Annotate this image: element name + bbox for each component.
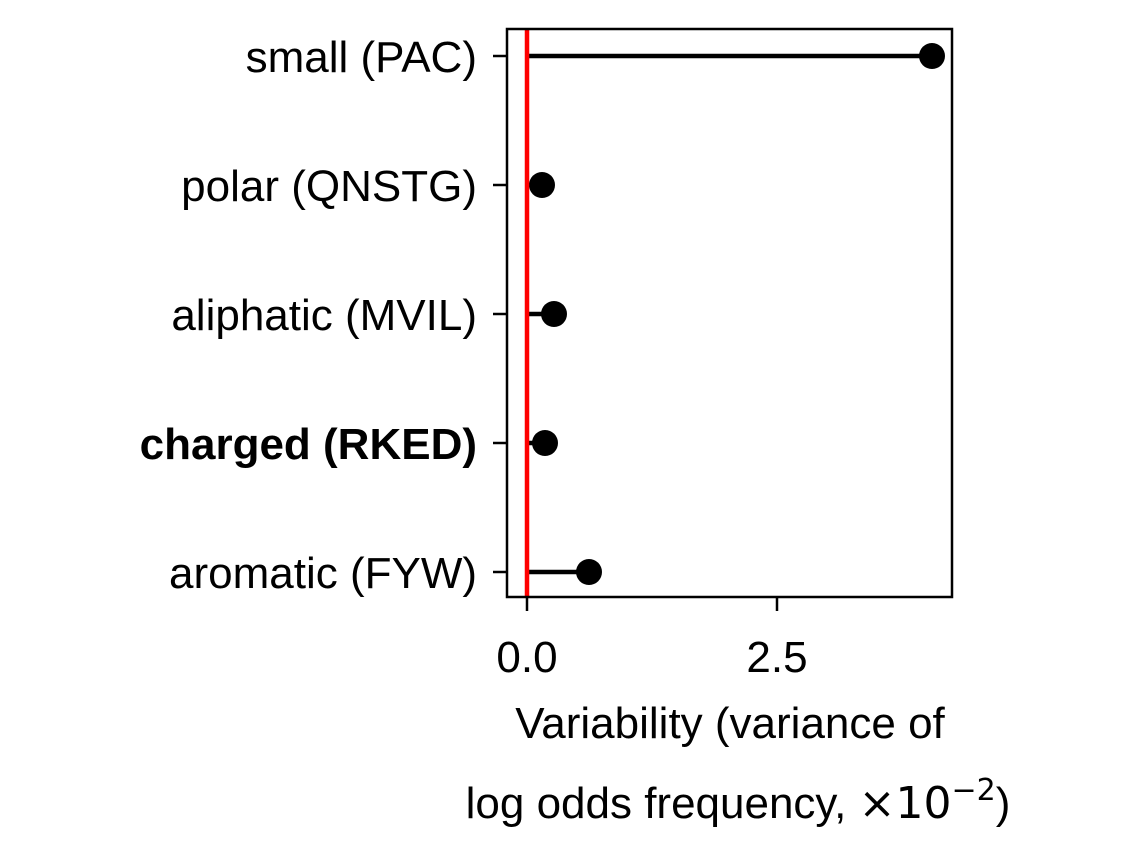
data-point xyxy=(919,43,945,69)
x-axis-title-line2: log odds frequency, ×10−2) xyxy=(466,773,1011,829)
x-axis-title-math: ×10 xyxy=(859,778,952,829)
axis-layer: small (PAC) polar (QNSTG) aliphatic (MVIL)… xyxy=(140,33,808,682)
x-tick-label: 0.0 xyxy=(496,633,557,682)
data-point xyxy=(532,430,558,456)
data-layer xyxy=(524,30,945,596)
data-point xyxy=(576,559,602,585)
x-axis-title-line2-text: log odds frequency, xyxy=(466,779,859,828)
category-label: charged (RKED) xyxy=(140,420,477,469)
x-tick-label: 2.5 xyxy=(746,633,807,682)
x-axis-title-exponent: −2 xyxy=(951,773,995,808)
data-point xyxy=(529,172,555,198)
category-label: small (PAC) xyxy=(246,33,477,82)
x-axis-title-close-paren: ) xyxy=(996,779,1011,828)
category-label: aromatic (FYW) xyxy=(169,549,477,598)
category-label: polar (QNSTG) xyxy=(181,162,477,211)
data-point xyxy=(541,301,567,327)
plot-frame xyxy=(505,27,954,599)
category-label: aliphatic (MVIL) xyxy=(171,291,477,340)
x-axis-title-line1: Variability (variance of xyxy=(515,699,945,748)
